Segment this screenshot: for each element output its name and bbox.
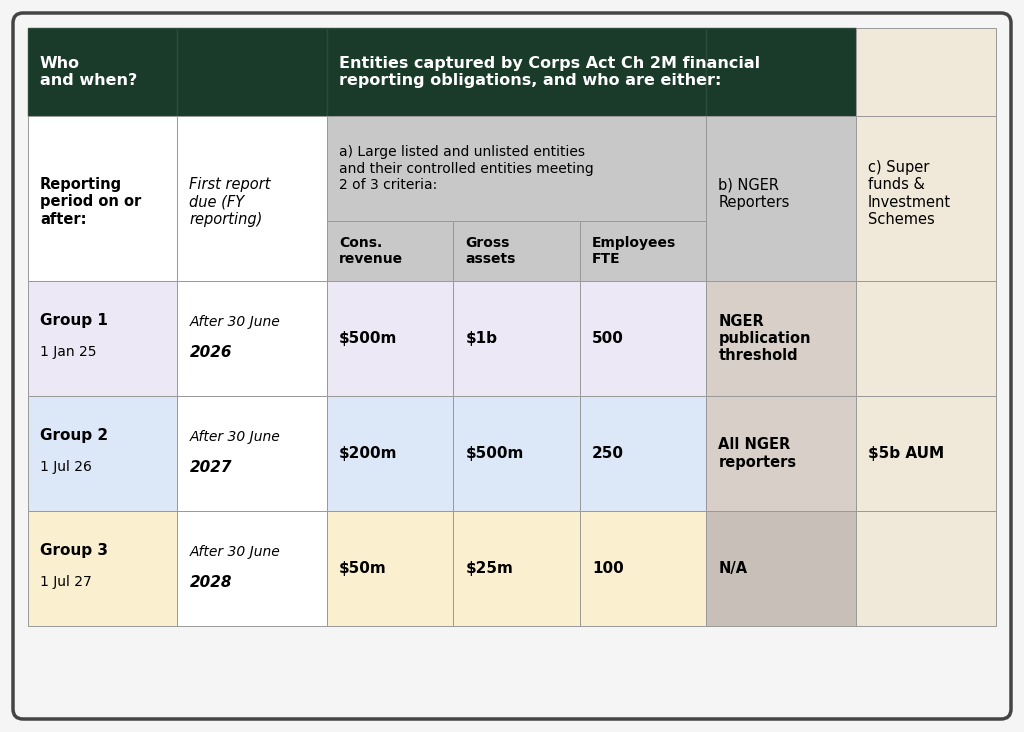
Text: Reporting
period on or
after:: Reporting period on or after: xyxy=(40,177,141,227)
Bar xyxy=(856,116,996,281)
Text: $200m: $200m xyxy=(339,446,397,461)
Bar xyxy=(707,396,856,511)
Text: $5b AUM: $5b AUM xyxy=(867,446,944,461)
Text: b) NGER
Reporters: b) NGER Reporters xyxy=(718,177,790,210)
Text: 500: 500 xyxy=(592,331,624,346)
Text: $500m: $500m xyxy=(339,331,397,346)
Bar xyxy=(177,28,327,116)
Text: Cons.
revenue: Cons. revenue xyxy=(339,236,403,266)
Bar xyxy=(327,511,454,626)
Text: 2028: 2028 xyxy=(189,575,232,590)
Text: 250: 250 xyxy=(592,446,624,461)
Text: After 30 June: After 30 June xyxy=(189,545,281,559)
Text: Who
and when?: Who and when? xyxy=(40,56,137,88)
Bar xyxy=(856,28,996,116)
Text: Gross
assets: Gross assets xyxy=(465,236,516,266)
Bar xyxy=(454,396,580,511)
Text: $50m: $50m xyxy=(339,561,387,576)
Bar xyxy=(28,116,177,281)
Text: NGER
publication
threshold: NGER publication threshold xyxy=(718,313,811,363)
Text: Employees
FTE: Employees FTE xyxy=(592,236,676,266)
Text: Group 1: Group 1 xyxy=(40,313,108,328)
Bar xyxy=(856,511,996,626)
Bar xyxy=(454,221,580,281)
Text: c) Super
funds &
Investment
Schemes: c) Super funds & Investment Schemes xyxy=(867,160,951,227)
Text: 1 Jul 27: 1 Jul 27 xyxy=(40,575,92,589)
Bar xyxy=(856,396,996,511)
Bar xyxy=(28,396,177,511)
Bar xyxy=(856,281,996,396)
Text: First report
due (FY
reporting): First report due (FY reporting) xyxy=(189,177,271,227)
Bar xyxy=(327,281,454,396)
Bar xyxy=(327,28,707,116)
Bar xyxy=(707,116,856,281)
Bar xyxy=(28,281,177,396)
Bar xyxy=(177,511,327,626)
Bar xyxy=(580,396,707,511)
Text: a) Large listed and unlisted entities
and their controlled entities meeting
2 of: a) Large listed and unlisted entities an… xyxy=(339,145,594,192)
Text: Group 2: Group 2 xyxy=(40,427,109,443)
Bar xyxy=(454,511,580,626)
Bar xyxy=(580,281,707,396)
Bar xyxy=(177,281,327,396)
Text: After 30 June: After 30 June xyxy=(189,430,281,444)
Text: 1 Jan 25: 1 Jan 25 xyxy=(40,346,96,359)
Text: N/A: N/A xyxy=(718,561,748,576)
Bar xyxy=(177,116,327,281)
Text: 2027: 2027 xyxy=(189,460,232,475)
Bar xyxy=(327,396,454,511)
Text: Entities captured by Corps Act Ch 2M financial
reporting obligations, and who ar: Entities captured by Corps Act Ch 2M fin… xyxy=(339,56,760,88)
Bar xyxy=(707,281,856,396)
Bar xyxy=(580,221,707,281)
Text: 100: 100 xyxy=(592,561,624,576)
Bar xyxy=(580,511,707,626)
Text: Group 3: Group 3 xyxy=(40,542,108,558)
Bar xyxy=(454,281,580,396)
Bar xyxy=(28,28,177,116)
Text: $1b: $1b xyxy=(465,331,498,346)
Bar xyxy=(327,116,707,221)
Text: All NGER
reporters: All NGER reporters xyxy=(718,437,797,470)
Text: 2026: 2026 xyxy=(189,345,232,360)
Text: $500m: $500m xyxy=(465,446,523,461)
Text: After 30 June: After 30 June xyxy=(189,315,281,329)
Bar xyxy=(28,511,177,626)
Bar xyxy=(327,221,454,281)
Text: 1 Jul 26: 1 Jul 26 xyxy=(40,460,92,474)
Bar xyxy=(177,396,327,511)
Bar xyxy=(707,28,856,116)
Text: $25m: $25m xyxy=(465,561,513,576)
Bar xyxy=(707,511,856,626)
